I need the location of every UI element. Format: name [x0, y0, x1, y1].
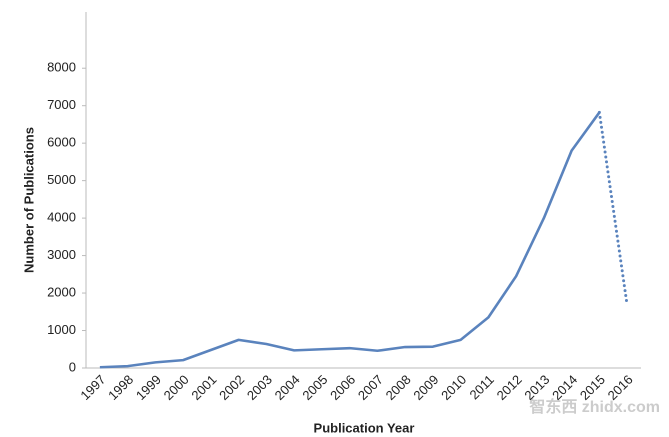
- x-tick-label: 2002: [216, 372, 247, 403]
- x-tick-label: 2011: [467, 372, 497, 402]
- x-axis-title: Publication Year: [314, 420, 415, 435]
- x-tick-label: 2007: [355, 372, 386, 403]
- y-axis-title: Number of Publications: [21, 127, 36, 273]
- x-tick-label: 1998: [105, 372, 136, 403]
- x-tick-label: 2003: [244, 372, 275, 403]
- y-tick-label: 2000: [47, 284, 76, 299]
- x-tick-label: 2010: [438, 372, 469, 403]
- y-tick-label: 7000: [47, 97, 76, 112]
- x-tick-label: 1997: [77, 372, 108, 403]
- y-tick-label: 8000: [47, 60, 76, 75]
- x-tick-label: 2012: [494, 372, 525, 403]
- y-tick-label: 0: [69, 359, 76, 374]
- x-tick-label: 2009: [410, 372, 441, 403]
- y-tick-label: 5000: [47, 172, 76, 187]
- series-line: [99, 111, 601, 369]
- x-tick-label: 2006: [327, 372, 358, 403]
- series-line: [597, 110, 629, 307]
- y-tick-label: 3000: [47, 247, 76, 262]
- y-tick-label: 4000: [47, 210, 76, 225]
- watermark: 智东西 zhidx.com: [529, 397, 660, 416]
- x-tick-label: 2004: [272, 372, 303, 403]
- x-tick-label: 2005: [299, 372, 330, 403]
- y-tick-label: 6000: [47, 135, 76, 150]
- x-tick-label: 2008: [383, 372, 414, 403]
- x-tick-label: 1999: [133, 372, 164, 403]
- x-tick-label: 2001: [188, 372, 219, 403]
- x-tick-label: 2000: [161, 372, 192, 403]
- y-tick-label: 1000: [47, 322, 76, 337]
